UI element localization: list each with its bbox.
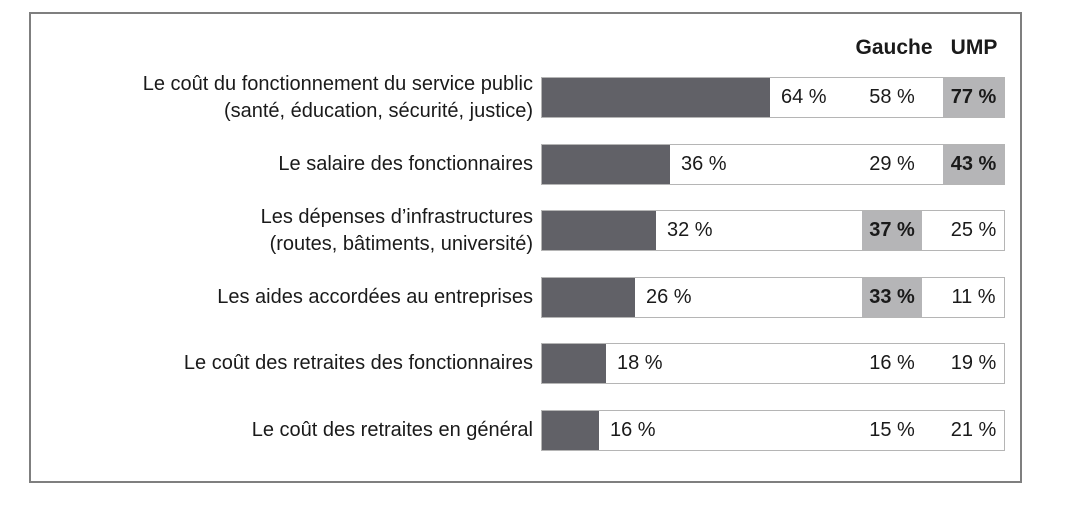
bar-value: 64 % [781, 86, 827, 108]
chart-row: Le salaire des fonctionnaires 36 % 29 % 43 … [31, 144, 1020, 185]
row-label-line: Le coût des retraites des fonctionnaires [183, 352, 533, 374]
column-header-gauche: Gauche [855, 36, 933, 59]
gauche-value: 29 % [869, 153, 915, 175]
chart-row: Le coût du fonctionnement du service pub… [31, 73, 1020, 122]
row-label-line: Les aides accordées au entreprises [217, 286, 533, 308]
bar-value: 26 % [646, 286, 692, 308]
bar-track: 32 % 37 % 25 % [541, 210, 1005, 251]
ump-value: 21 % [950, 419, 997, 441]
gauche-value: 16 % [869, 352, 915, 374]
bar-fill [542, 145, 670, 184]
chart-row: Les dépenses d’infrastructures (routes, b… [31, 206, 1020, 255]
row-label-line: Le coût du fonctionnement du service pub… [142, 72, 533, 95]
bar-fill [542, 411, 599, 450]
ump-value: 11 % [951, 286, 996, 308]
bar-track: 36 % 29 % 43 % [541, 144, 1005, 185]
chart-row: Le coût des retraites en général 16 % 15 %… [31, 410, 1020, 451]
chart-area: Gauche UMP Le coût du fonctionnement du … [31, 14, 1020, 481]
bar-track: 64 % 58 % 77 % [541, 77, 1005, 118]
row-label-line: Le salaire des fonctionnaires [278, 153, 533, 175]
bar-fill [542, 78, 770, 117]
bar-track: 16 % 15 % 21 % [541, 410, 1005, 451]
row-label-line: Les dépenses d’infrastructures [260, 205, 533, 228]
row-label: Le coût des retraites des fonctionnaires [31, 343, 533, 384]
row-label-line: Le coût des retraites en général [251, 419, 533, 441]
row-label: Les dépenses d’infrastructures (routes, b… [31, 206, 533, 255]
gauche-value: 37 % [862, 211, 922, 250]
bar-fill [542, 344, 606, 383]
gauche-value: 58 % [869, 86, 915, 108]
ump-value: 43 % [943, 145, 1004, 184]
row-label: Les aides accordées au entreprises [31, 277, 533, 318]
gauche-value: 33 % [862, 278, 922, 317]
chart-frame: Gauche UMP Le coût du fonctionnement du … [29, 12, 1022, 483]
bar-track: 18 % 16 % 19 % [541, 343, 1005, 384]
bar-fill [542, 211, 656, 250]
row-label: Le salaire des fonctionnaires [31, 144, 533, 185]
ump-value: 77 % [943, 78, 1004, 117]
bar-fill [542, 278, 635, 317]
column-header-ump: UMP [950, 36, 998, 59]
gauche-value: 15 % [869, 419, 915, 441]
bar-track: 26 % 33 % 11 % [541, 277, 1005, 318]
row-label: Le coût du fonctionnement du service pub… [31, 73, 533, 122]
chart-row: Les aides accordées au entreprises 26 % 33… [31, 277, 1020, 318]
bar-value: 16 % [610, 419, 656, 441]
row-label-line: (routes, bâtiments, université) [269, 232, 533, 255]
row-label: Le coût des retraites en général [31, 410, 533, 451]
row-label-line: (santé, éducation, sécurité, justice) [223, 99, 533, 122]
bar-value: 18 % [617, 352, 663, 374]
bar-value: 36 % [681, 153, 727, 175]
ump-value: 19 % [950, 352, 997, 374]
bar-value: 32 % [667, 219, 713, 241]
chart-row: Le coût des retraites des fonctionnaires… [31, 343, 1020, 384]
ump-value: 25 % [950, 219, 997, 241]
